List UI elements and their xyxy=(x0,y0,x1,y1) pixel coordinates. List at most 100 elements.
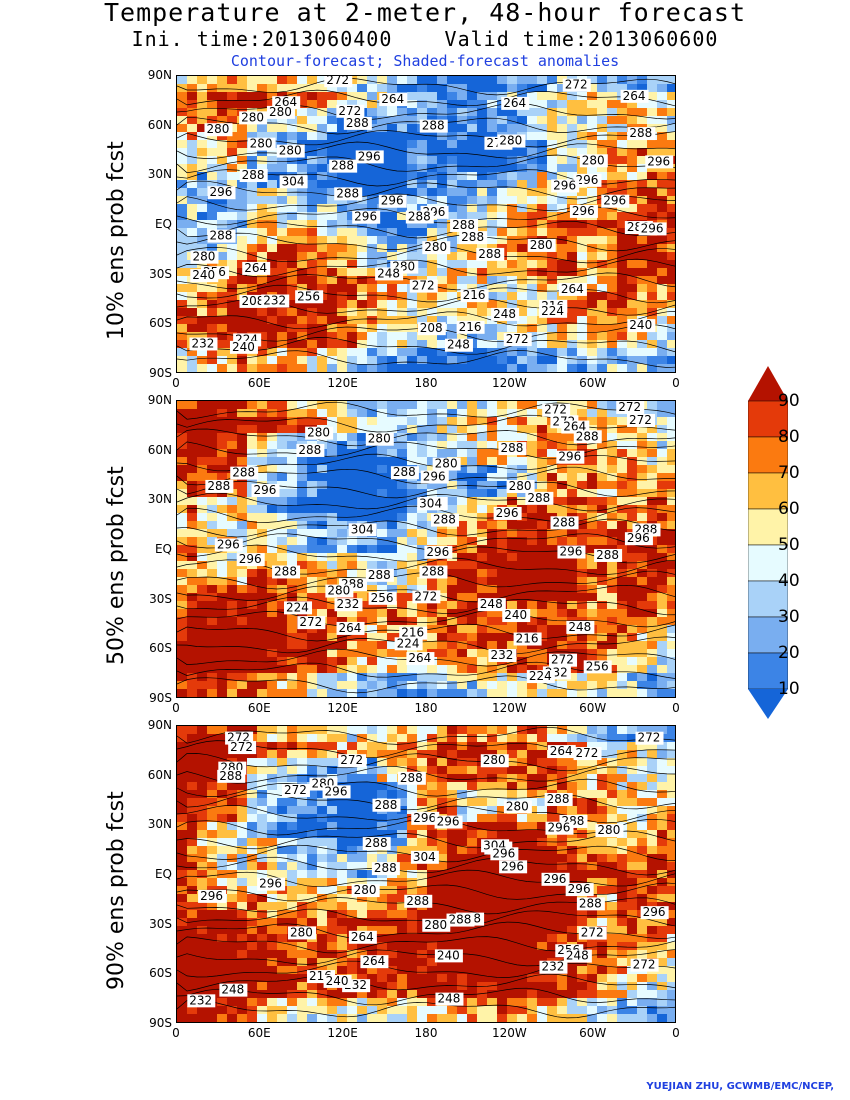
contour-label: 280 xyxy=(579,153,608,168)
contour-label: 288 xyxy=(430,513,459,527)
lon-tick: 120W xyxy=(491,701,527,715)
contour-label: 296 xyxy=(251,483,280,497)
svg-text:256: 256 xyxy=(586,659,609,673)
lat-tick: 90S xyxy=(149,691,172,705)
contour-label: 272 xyxy=(228,740,257,755)
contour-label: 272 xyxy=(542,403,571,417)
svg-text:272: 272 xyxy=(326,76,349,87)
contour-label: 288 xyxy=(397,771,426,785)
contour-label: 272 xyxy=(338,753,367,768)
contour-label: 280 xyxy=(305,426,334,440)
contour-label: 280 xyxy=(239,110,268,125)
contour-label: 240 xyxy=(502,608,531,623)
svg-text:288: 288 xyxy=(298,443,321,457)
contour-label: 280 xyxy=(325,584,354,598)
lat-tick: 30S xyxy=(149,266,172,281)
contour-label: 296 xyxy=(601,194,630,208)
contour-label: 264 xyxy=(501,96,530,110)
lat-tick: 30S xyxy=(149,916,172,931)
contour-label: 296 xyxy=(573,173,602,187)
svg-text:288: 288 xyxy=(629,126,652,140)
lon-tick: 0 xyxy=(672,1026,680,1040)
contour-label: 272 xyxy=(630,958,659,972)
svg-text:288: 288 xyxy=(433,513,456,527)
contour-label: 248 xyxy=(435,992,464,1006)
lon-tick: 60W xyxy=(579,376,607,390)
contour-label: 248 xyxy=(563,949,592,963)
contour-label: 296 xyxy=(378,194,407,208)
svg-text:216: 216 xyxy=(459,320,482,334)
contour-label: 288 xyxy=(390,465,419,480)
contour-label: 232 xyxy=(334,597,363,612)
contour-label: 280 xyxy=(247,137,276,151)
contour-label: 216 xyxy=(456,320,485,334)
svg-text:272: 272 xyxy=(338,104,361,118)
contour-label: 264 xyxy=(558,282,587,296)
contour-label: 280 xyxy=(365,432,394,446)
svg-text:288: 288 xyxy=(210,229,233,243)
svg-text:280: 280 xyxy=(435,457,458,471)
svg-text:272: 272 xyxy=(299,615,322,629)
svg-text:232: 232 xyxy=(490,648,513,662)
svg-text:264: 264 xyxy=(408,651,431,665)
svg-text:264: 264 xyxy=(503,96,526,110)
contour-label: 224 xyxy=(526,669,555,684)
contour-label: 272 xyxy=(635,731,664,745)
contour-label: 288 xyxy=(404,894,433,908)
figure-times: Ini. time:2013060400 Valid time:20130606… xyxy=(131,27,719,51)
svg-text:264: 264 xyxy=(339,621,362,635)
contour-label: 280 xyxy=(497,133,526,148)
svg-text:288: 288 xyxy=(346,116,369,130)
lat-tick: 30S xyxy=(149,591,172,606)
lon-tick: 120E xyxy=(327,376,358,390)
contour-label: 296 xyxy=(198,889,227,903)
svg-text:288: 288 xyxy=(461,230,484,244)
svg-text:264: 264 xyxy=(274,95,297,109)
contour-label: 296 xyxy=(352,210,381,224)
contour-label: 288 xyxy=(217,769,246,783)
contour-label: 288 xyxy=(419,565,448,579)
contour-label: 240 xyxy=(190,268,219,283)
contour-label: 240 xyxy=(434,948,463,963)
svg-text:264: 264 xyxy=(563,420,586,434)
svg-text:304: 304 xyxy=(282,174,305,188)
map-panel-1: 272 272 264 264 264 264 280 272 280 288 288 280 288 2… xyxy=(176,75,676,373)
lon-tick: 120E xyxy=(327,701,358,715)
svg-text:280: 280 xyxy=(509,479,532,493)
contour-label: 296 xyxy=(499,859,528,874)
lon-tick: 0 xyxy=(172,701,180,715)
contour-label: 288 xyxy=(329,159,358,173)
svg-text:296: 296 xyxy=(217,537,240,551)
contour-label: 248 xyxy=(375,266,404,281)
contour-label: 288 xyxy=(573,429,602,444)
contour-label: 296 xyxy=(322,784,351,799)
lat-tick: 60S xyxy=(149,641,172,656)
svg-text:304: 304 xyxy=(351,522,374,536)
contour-label: 272 xyxy=(281,783,310,797)
svg-text:280: 280 xyxy=(424,240,447,254)
lat-tick: 90S xyxy=(149,366,172,380)
lat-tick: 30N xyxy=(147,167,172,182)
svg-text:296: 296 xyxy=(381,194,404,208)
lon-tick: 120W xyxy=(491,1026,527,1040)
contour-label: 280 xyxy=(276,144,305,158)
svg-text:208: 208 xyxy=(241,294,264,308)
contour-label: 288 xyxy=(343,116,372,130)
contour-label: 272 xyxy=(503,332,532,347)
contour-label: 280 xyxy=(266,105,295,119)
svg-text:216: 216 xyxy=(463,288,486,302)
svg-text:288: 288 xyxy=(408,210,431,224)
svg-text:296: 296 xyxy=(641,221,664,235)
contour-label: 296 xyxy=(411,811,440,825)
svg-text:272: 272 xyxy=(629,413,652,427)
contour-label: 264 xyxy=(379,92,408,107)
svg-text:272: 272 xyxy=(551,653,574,667)
contour-label: 296 xyxy=(551,178,580,193)
contour-label: 240 xyxy=(229,340,258,354)
contour-label: 296 xyxy=(493,506,522,520)
contour-label: 288 xyxy=(207,229,236,243)
svg-text:224: 224 xyxy=(397,636,420,650)
svg-text:280: 280 xyxy=(368,432,391,446)
contour-label: 304 xyxy=(348,522,377,537)
svg-text:288: 288 xyxy=(576,429,599,443)
